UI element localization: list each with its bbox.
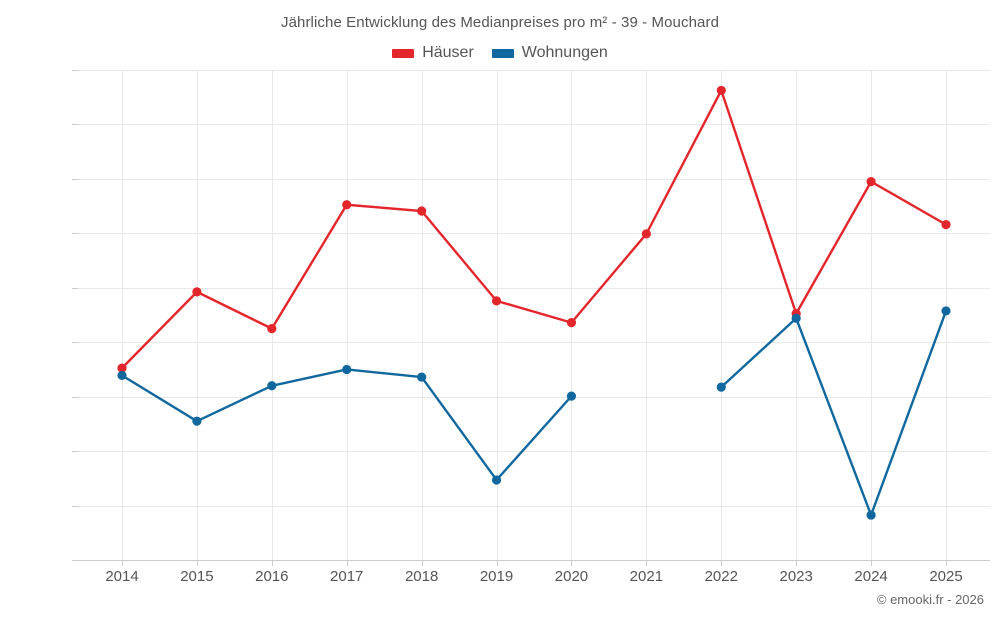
x-axis-line bbox=[78, 560, 990, 561]
data-point-marker[interactable] bbox=[866, 177, 876, 187]
data-point-marker[interactable] bbox=[192, 287, 202, 297]
y-tick-mark bbox=[72, 451, 78, 453]
data-point-marker[interactable] bbox=[342, 364, 352, 375]
x-tick-label: 2024 bbox=[854, 568, 888, 585]
x-tick-mark bbox=[346, 560, 348, 566]
gridline-vertical bbox=[871, 70, 873, 560]
plot-area: 200 €400 €600 €800 €1 000 €1 200 €1 400 … bbox=[72, 70, 990, 585]
x-tick-mark bbox=[122, 560, 123, 566]
series-line-segment bbox=[720, 309, 948, 517]
x-tick-label: 2020 bbox=[554, 568, 589, 585]
y-tick-mark bbox=[72, 560, 78, 561]
data-point-marker[interactable] bbox=[566, 318, 577, 328]
x-tick-label: 2021 bbox=[629, 568, 664, 585]
data-point-marker[interactable] bbox=[491, 475, 502, 485]
x-tick-mark bbox=[196, 560, 198, 566]
x-tick-label: 2017 bbox=[330, 568, 364, 585]
y-tick-mark bbox=[72, 233, 78, 235]
gridline-horizontal bbox=[78, 505, 990, 507]
data-point-marker[interactable] bbox=[417, 372, 427, 382]
gridline-vertical bbox=[571, 70, 573, 560]
gridline-horizontal bbox=[78, 124, 990, 126]
gridline-horizontal bbox=[78, 396, 990, 398]
x-tick-mark bbox=[721, 560, 723, 566]
gridline-vertical bbox=[496, 70, 498, 560]
legend-label: Wohnungen bbox=[521, 44, 608, 61]
gridline-vertical bbox=[646, 70, 648, 560]
gridline-vertical bbox=[196, 70, 198, 560]
data-point-marker[interactable] bbox=[117, 370, 127, 381]
x-tick-label: 2022 bbox=[704, 568, 738, 585]
data-point-marker[interactable] bbox=[941, 220, 951, 230]
y-tick-mark bbox=[72, 342, 78, 344]
series-wohnungen bbox=[117, 306, 951, 520]
series-line-segment bbox=[120, 368, 573, 482]
gridline-horizontal bbox=[78, 342, 990, 344]
gridline-vertical bbox=[122, 70, 123, 560]
x-tick-mark bbox=[271, 560, 273, 566]
gridline-horizontal bbox=[78, 178, 990, 180]
x-tick-label: 2016 bbox=[255, 568, 289, 585]
x-tick-label: 2015 bbox=[180, 568, 214, 585]
y-tick-mark bbox=[72, 287, 78, 289]
legend-swatch-icon bbox=[392, 48, 415, 58]
data-point-marker[interactable] bbox=[941, 306, 951, 316]
data-point-marker[interactable] bbox=[192, 416, 202, 426]
data-point-marker[interactable] bbox=[791, 313, 801, 323]
x-tick-mark bbox=[496, 560, 498, 566]
series-häuser bbox=[117, 85, 951, 373]
series-line-segment bbox=[120, 89, 948, 370]
data-point-marker[interactable] bbox=[417, 206, 427, 216]
x-tick-mark bbox=[421, 560, 423, 566]
x-tick-mark bbox=[946, 560, 947, 566]
chart-legend: Häuser Wohnungen bbox=[0, 44, 1000, 62]
data-point-marker[interactable] bbox=[342, 200, 352, 210]
data-point-marker[interactable] bbox=[566, 391, 577, 401]
footer-credit: © emooki.fr - 2026 bbox=[876, 592, 984, 607]
x-tick-label: 2025 bbox=[929, 568, 963, 585]
y-tick-mark bbox=[72, 124, 78, 126]
y-tick-mark bbox=[72, 396, 78, 398]
data-point-marker[interactable] bbox=[491, 296, 502, 306]
x-tick-mark bbox=[646, 560, 648, 566]
gridline-horizontal bbox=[78, 233, 990, 235]
data-point-marker[interactable] bbox=[267, 324, 277, 334]
data-point-marker[interactable] bbox=[866, 510, 876, 520]
x-tick-label: 2019 bbox=[479, 568, 514, 585]
y-tick-mark bbox=[72, 178, 78, 180]
x-tick-label: 2023 bbox=[779, 568, 813, 585]
series-lines bbox=[117, 85, 951, 520]
gridline-horizontal bbox=[78, 70, 990, 71]
data-point-marker[interactable] bbox=[641, 229, 651, 239]
gridline-vertical bbox=[421, 70, 423, 560]
data-point-marker[interactable] bbox=[267, 381, 277, 391]
gridline-horizontal bbox=[78, 287, 990, 289]
legend-item-häuser[interactable]: Häuser bbox=[392, 44, 474, 62]
data-point-marker[interactable] bbox=[117, 363, 127, 373]
data-point-marker[interactable] bbox=[716, 85, 726, 96]
legend-swatch-icon bbox=[491, 48, 514, 58]
gridline-vertical bbox=[271, 70, 273, 560]
legend-item-wohnungen[interactable]: Wohnungen bbox=[491, 44, 608, 62]
legend-label: Häuser bbox=[422, 44, 474, 61]
chart-title: Jährliche Entwicklung des Medianpreises … bbox=[280, 14, 720, 31]
x-tick-label: 2018 bbox=[404, 568, 439, 585]
x-tick-mark bbox=[571, 560, 573, 566]
x-tick-label: 2014 bbox=[105, 568, 139, 585]
gridline-vertical bbox=[346, 70, 348, 560]
gridline-vertical bbox=[721, 70, 723, 560]
y-tick-mark bbox=[72, 70, 78, 71]
x-tick-mark bbox=[871, 560, 873, 566]
x-tick-mark bbox=[796, 560, 798, 566]
y-tick-mark bbox=[72, 505, 78, 507]
data-point-marker[interactable] bbox=[716, 382, 726, 392]
gridline-horizontal bbox=[78, 451, 990, 453]
